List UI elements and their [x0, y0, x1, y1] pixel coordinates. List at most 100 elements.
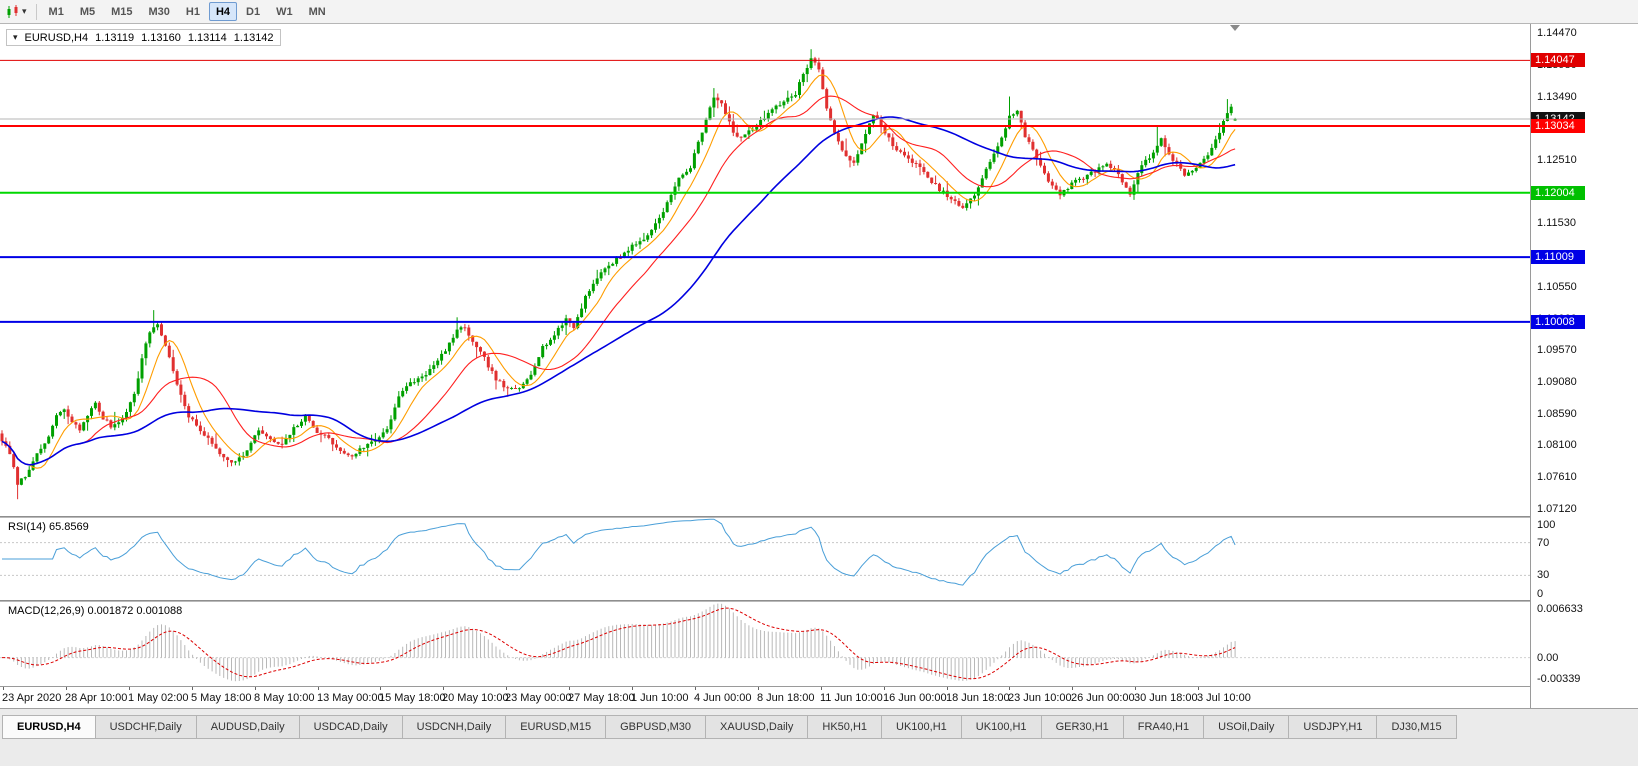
timeframe-button-mn[interactable]: MN	[308, 5, 326, 18]
timeframe-buttons: M1 M5 M15 M30 H1 H4 D1 W1 MN	[42, 2, 333, 21]
chart-tab-eurusd-h4[interactable]: EURUSD,H4	[2, 715, 96, 739]
chart-tab-hk50-h1[interactable]: HK50,H1	[808, 715, 883, 739]
rsi-scale-tick: 0	[1537, 588, 1544, 600]
time-axis-tick	[129, 687, 130, 690]
time-axis-label: 11 Jun 10:00	[820, 692, 883, 704]
time-axis-divider	[0, 686, 1638, 687]
time-axis-tick	[380, 687, 381, 690]
macd-scale-tick: 0.006633	[1537, 603, 1583, 615]
time-axis-tick	[255, 687, 256, 690]
chart-tab-usdjpy-h1[interactable]: USDJPY,H1	[1289, 715, 1378, 739]
time-axis-label: 23 Jun 10:00	[1008, 692, 1072, 704]
time-axis-label: 15 May 18:00	[379, 692, 446, 704]
time-axis-label: 27 May 18:00	[568, 692, 635, 704]
ma-50-line	[1, 116, 1236, 466]
price-scale-tick: 1.09570	[1537, 344, 1577, 356]
price-scale-badge: 1.11009	[1531, 250, 1585, 264]
time-axis-tick	[66, 687, 67, 690]
time-axis-tick	[1135, 687, 1136, 690]
rsi-scale-tick: 30	[1537, 569, 1550, 581]
time-axis-label: 4 Jun 00:00	[694, 692, 752, 704]
price-scale[interactable]: 1.144701.139801.134901.130001.125101.120…	[1531, 24, 1638, 708]
macd-scale-tick: -0.00339	[1537, 673, 1581, 685]
chart-tab-xauusd-daily[interactable]: XAUUSD,Daily	[706, 715, 809, 739]
timeframe-button-w1[interactable]: W1	[276, 5, 293, 18]
time-axis-tick	[1072, 687, 1073, 690]
expand-arrow-icon[interactable]: ▾	[13, 32, 18, 42]
price-scale-tick: 1.12510	[1537, 154, 1577, 166]
price-scale-badge: 1.14047	[1531, 53, 1585, 67]
chart-tab-usdcnh-daily[interactable]: USDCNH,Daily	[402, 715, 507, 739]
time-axis-label: 28 Apr 10:00	[65, 692, 128, 704]
chart-tab-bar: EURUSD,H4 USDCHF,Daily AUDUSD,Daily USDCAD,…	[0, 708, 1638, 766]
time-axis-label: 23 Apr 2020	[2, 692, 62, 704]
time-axis-tick	[695, 687, 696, 690]
chart-tab-dj30-m15[interactable]: DJ30,M15	[1377, 715, 1457, 739]
price-scale-tick: 1.08100	[1537, 439, 1577, 451]
chart-tabs: EURUSD,H4 USDCHF,Daily AUDUSD,Daily USDCAD,…	[0, 709, 1638, 739]
time-axis-tick	[569, 687, 570, 690]
price-chart-panel[interactable]	[0, 24, 1530, 516]
chart-tab-usdchf-daily[interactable]: USDCHF,Daily	[95, 715, 197, 739]
ma-20-line	[1, 95, 1236, 466]
timeframe-button-d1[interactable]: D1	[246, 5, 261, 18]
timeframe-button-m15[interactable]: M15	[111, 5, 133, 18]
time-axis-tick	[192, 687, 193, 690]
chart-window: ▾ EURUSD,H4 1.13119 1.13160 1.13114 1.13…	[0, 24, 1638, 708]
dropdown-caret-icon[interactable]: ▾	[22, 6, 27, 16]
price-scale-divider[interactable]	[1530, 24, 1531, 708]
chart-tab-uk100-h1[interactable]: UK100,H1	[882, 715, 962, 739]
time-axis-label: 8 Jun 18:00	[757, 692, 815, 704]
price-scale-badge: 1.10008	[1531, 315, 1585, 329]
macd-panel[interactable]	[0, 602, 1530, 686]
price-scale-tick: 1.08590	[1537, 408, 1577, 420]
price-scale-tick: 1.09080	[1537, 376, 1577, 388]
time-axis-tick	[1198, 687, 1199, 690]
chart-tab-uk100-h1[interactable]: UK100,H1	[961, 715, 1042, 739]
rsi-label: RSI(14) 65.8569	[8, 521, 89, 533]
toolbar-separator	[35, 3, 37, 20]
chart-tab-audusd-daily[interactable]: AUDUSD,Daily	[196, 715, 300, 739]
time-axis-label: 1 May 02:00	[128, 692, 189, 704]
time-axis[interactable]: 23 Apr 2020 28 Apr 10:00 1 May 02:00 5 May …	[0, 687, 1530, 708]
time-axis-label: 16 Jun 00:00	[883, 692, 947, 704]
time-axis-label: 5 May 18:00	[191, 692, 252, 704]
timeframe-button-h1[interactable]: H1	[185, 5, 200, 18]
time-axis-tick	[821, 687, 822, 690]
macd-histogram	[5, 603, 1236, 682]
chart-shift-marker	[1230, 25, 1241, 31]
timeframe-button-m5[interactable]: M5	[79, 5, 96, 18]
macd-label: MACD(12,26,9) 0.001872 0.001088	[8, 605, 183, 617]
time-axis-label: 13 May 00:00	[317, 692, 384, 704]
panel-splitter[interactable]	[0, 600, 1638, 602]
panel-splitter[interactable]	[0, 516, 1638, 518]
time-axis-label: 1 Jun 10:00	[631, 692, 689, 704]
symbol-ohlc-info: ▾ EURUSD,H4 1.13119 1.13160 1.13114 1.13…	[6, 29, 281, 46]
time-axis-label: 3 Jul 10:00	[1197, 692, 1251, 704]
open-value: 1.13119	[95, 31, 135, 44]
chart-tab-usdcad-daily[interactable]: USDCAD,Daily	[299, 715, 403, 739]
candlestick-chart-icon[interactable]	[5, 4, 21, 19]
time-axis-tick	[1009, 687, 1010, 690]
price-scale-tick: 1.07610	[1537, 471, 1577, 483]
price-scale-tick: 1.14470	[1537, 27, 1577, 39]
time-axis-tick	[632, 687, 633, 690]
chart-tab-eurusd-m15[interactable]: EURUSD,M15	[506, 715, 607, 739]
time-axis-label: 20 May 10:00	[442, 692, 509, 704]
time-axis-label: 26 Jun 00:00	[1071, 692, 1135, 704]
rsi-line	[2, 518, 1236, 586]
high-value: 1.13160	[141, 31, 181, 44]
close-value: 1.13142	[233, 31, 274, 44]
timeframe-button-m1[interactable]: M1	[48, 5, 64, 18]
top-toolbar: ▾ M1 M5 M15 M30 H1 H4 D1 W1 MN	[0, 0, 1638, 24]
chart-tab-fra40-h1[interactable]: FRA40,H1	[1123, 715, 1205, 739]
chart-tab-ger30-h1[interactable]: GER30,H1	[1041, 715, 1124, 739]
chart-tab-gbpusd-m30[interactable]: GBPUSD,M30	[606, 715, 707, 739]
timeframe-button-h4[interactable]: H4	[208, 2, 238, 21]
time-axis-label: 18 Jun 18:00	[946, 692, 1010, 704]
chart-tab-usoil-daily[interactable]: USOil,Daily	[1204, 715, 1290, 739]
time-axis-tick	[758, 687, 759, 690]
timeframe-button-m30[interactable]: M30	[148, 5, 170, 18]
rsi-panel[interactable]	[0, 518, 1530, 600]
